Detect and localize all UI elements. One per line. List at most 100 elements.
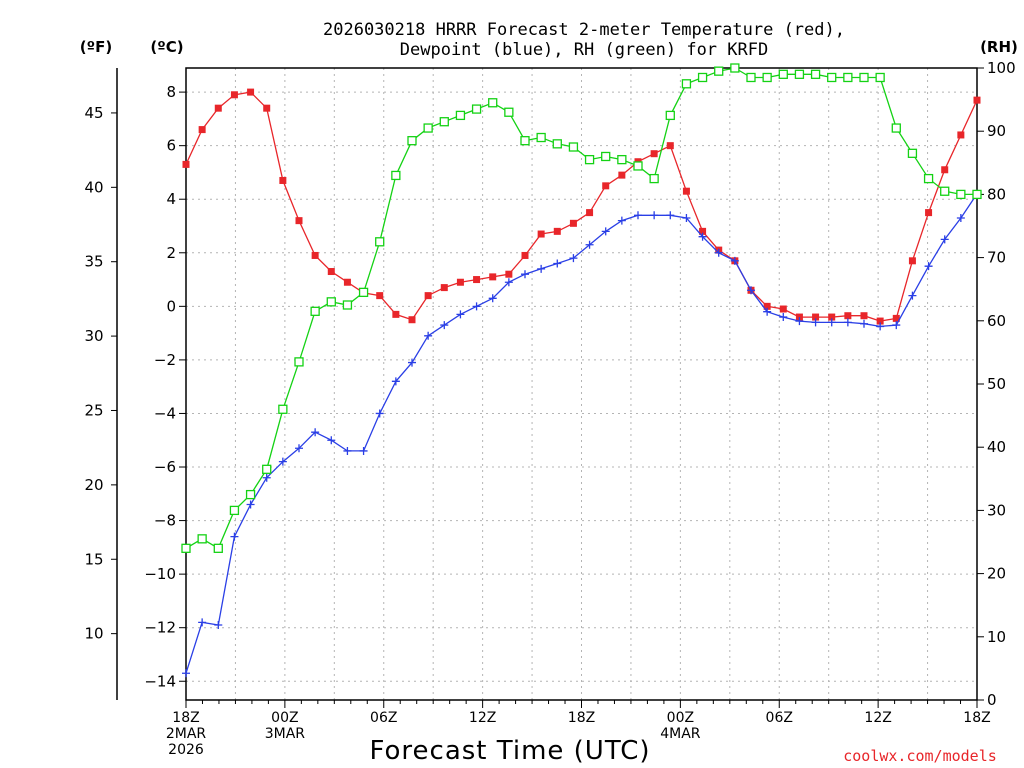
data-point xyxy=(828,313,836,321)
credit-label: coolwx.com/models xyxy=(843,747,997,765)
data-point xyxy=(391,377,400,386)
data-point xyxy=(730,63,740,73)
data-point xyxy=(665,110,675,121)
rh-tick-label: 10 xyxy=(987,628,1006,646)
data-series xyxy=(181,63,982,678)
rh-tick-label: 90 xyxy=(987,122,1006,140)
celsius-tick-label: −4 xyxy=(154,404,176,422)
data-point xyxy=(392,310,400,318)
celsius-tick-label: −14 xyxy=(144,672,176,690)
data-point xyxy=(891,123,901,133)
x-tick-label: 2MAR xyxy=(166,726,207,742)
data-point xyxy=(956,213,965,222)
data-point xyxy=(327,436,336,445)
data-point xyxy=(763,307,772,316)
data-point xyxy=(279,176,287,184)
data-point xyxy=(407,136,417,146)
data-point xyxy=(843,72,853,83)
data-point xyxy=(182,160,190,168)
data-point xyxy=(973,96,981,104)
data-point xyxy=(311,251,319,259)
data-point xyxy=(536,132,546,143)
data-point xyxy=(375,409,384,418)
data-point xyxy=(230,91,238,99)
data-point xyxy=(697,72,708,83)
data-point xyxy=(907,148,918,158)
data-point xyxy=(424,331,433,340)
data-point xyxy=(827,72,837,83)
data-point xyxy=(650,211,659,220)
data-point xyxy=(553,259,562,268)
celsius-tick-label: −12 xyxy=(144,619,176,637)
data-point xyxy=(633,161,643,171)
data-point xyxy=(198,126,206,134)
data-point xyxy=(359,446,368,455)
data-point xyxy=(714,66,724,76)
rh-unit-label: (RH) xyxy=(980,38,1018,56)
data-point xyxy=(213,543,223,553)
data-point xyxy=(812,313,820,321)
data-point xyxy=(456,278,464,286)
data-point xyxy=(262,473,271,482)
data-point xyxy=(311,428,320,437)
data-point xyxy=(908,257,916,265)
data-point xyxy=(471,104,482,114)
data-point xyxy=(472,302,481,311)
fahrenheit-tick-label: 15 xyxy=(84,550,103,568)
data-point xyxy=(714,248,723,257)
data-point xyxy=(925,209,933,217)
series-line xyxy=(185,193,978,674)
rh-tick-label: 50 xyxy=(987,375,1006,393)
data-point xyxy=(440,321,449,330)
data-point xyxy=(439,117,449,127)
data-point xyxy=(295,444,303,453)
data-point xyxy=(876,317,884,325)
rh-tick-label: 20 xyxy=(987,565,1006,583)
data-point xyxy=(327,268,335,276)
data-point xyxy=(875,72,885,83)
x-tick-label: 3MAR xyxy=(265,726,306,742)
data-point xyxy=(617,154,627,165)
data-point xyxy=(682,213,691,222)
data-point xyxy=(698,232,707,241)
data-point xyxy=(295,217,303,225)
data-point xyxy=(844,312,852,320)
x-tick-label: 4MAR xyxy=(660,726,701,742)
data-point xyxy=(358,287,369,298)
tick-labels: 1015202530354045−14−12−10−8−6−4−20246801… xyxy=(84,59,1015,758)
data-point xyxy=(681,79,692,89)
data-point xyxy=(892,321,901,330)
data-point xyxy=(182,669,190,678)
data-point xyxy=(245,489,256,500)
data-point xyxy=(602,182,610,190)
data-point xyxy=(278,457,287,466)
data-point xyxy=(730,256,739,265)
celsius-unit-label: (ºC) xyxy=(150,38,183,56)
data-point xyxy=(569,219,577,227)
data-point xyxy=(778,69,788,79)
data-point xyxy=(247,88,255,96)
data-point xyxy=(408,358,416,367)
fahrenheit-unit-label: (ºF) xyxy=(80,38,112,56)
data-point xyxy=(456,310,465,319)
x-tick-label: 12Z xyxy=(469,710,496,726)
data-point xyxy=(762,72,772,83)
data-point xyxy=(811,318,820,327)
data-point xyxy=(246,500,255,509)
data-point xyxy=(569,254,578,263)
data-point xyxy=(197,534,207,544)
fahrenheit-tick-label: 10 xyxy=(84,625,103,643)
data-point xyxy=(618,171,626,179)
data-point xyxy=(682,187,690,195)
celsius-tick-label: −2 xyxy=(154,351,176,369)
data-point xyxy=(666,211,675,220)
fahrenheit-tick-label: 45 xyxy=(84,104,103,122)
fahrenheit-tick-label: 35 xyxy=(84,253,103,271)
data-point xyxy=(489,273,497,281)
rh-tick-label: 80 xyxy=(987,185,1006,203)
x-tick-label: 18Z xyxy=(172,710,199,726)
rh-tick-label: 0 xyxy=(987,691,997,709)
data-point xyxy=(552,139,562,149)
celsius-tick-label: 4 xyxy=(166,190,176,208)
chart-title-line2: Dewpoint (blue), RH (green) for KRFD xyxy=(400,40,768,60)
